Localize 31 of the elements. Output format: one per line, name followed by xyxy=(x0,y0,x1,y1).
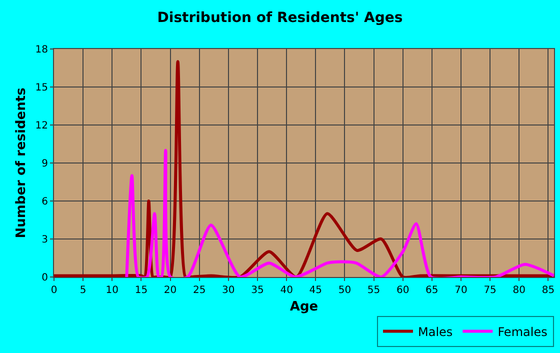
x-axis-title: Age xyxy=(290,300,318,315)
x-tick-label: 45 xyxy=(309,285,322,296)
legend-label: Males xyxy=(418,324,453,339)
legend-label: Females xyxy=(498,324,548,339)
y-tick-label: 15 xyxy=(35,82,48,94)
x-tick-label: 60 xyxy=(396,285,410,296)
x-tick-label: 55 xyxy=(367,285,380,296)
y-tick-label: 9 xyxy=(42,158,48,170)
x-tick-label: 35 xyxy=(251,285,264,296)
x-tick-label: 10 xyxy=(106,285,119,296)
x-tick-label: 40 xyxy=(280,285,293,296)
chart-title: Distribution of Residents' Ages xyxy=(157,10,403,26)
x-tick-label: 5 xyxy=(80,285,86,296)
x-tick-label: 85 xyxy=(542,285,555,296)
x-tick-label: 50 xyxy=(338,285,352,296)
x-tick-label: 70 xyxy=(454,285,468,296)
line-series xyxy=(125,148,554,277)
x-tick-label: 80 xyxy=(512,285,526,296)
x-tick-label: 20 xyxy=(164,285,177,296)
x-tick-label: 15 xyxy=(134,285,148,296)
y-tick-label: 0 xyxy=(42,272,48,284)
x-tick-label: 75 xyxy=(484,285,496,296)
y-tick-label: 12 xyxy=(35,120,48,132)
y-axis-title: Number of residents xyxy=(14,87,30,238)
x-tick-label: 25 xyxy=(192,285,206,296)
x-tick-label: 65 xyxy=(426,285,438,296)
x-tick-label: 0 xyxy=(50,285,58,296)
x-tick-label: 30 xyxy=(222,285,235,296)
y-tick-label: 6 xyxy=(42,196,48,208)
y-tick-label: 18 xyxy=(35,44,48,56)
y-tick-label: 3 xyxy=(42,234,48,246)
